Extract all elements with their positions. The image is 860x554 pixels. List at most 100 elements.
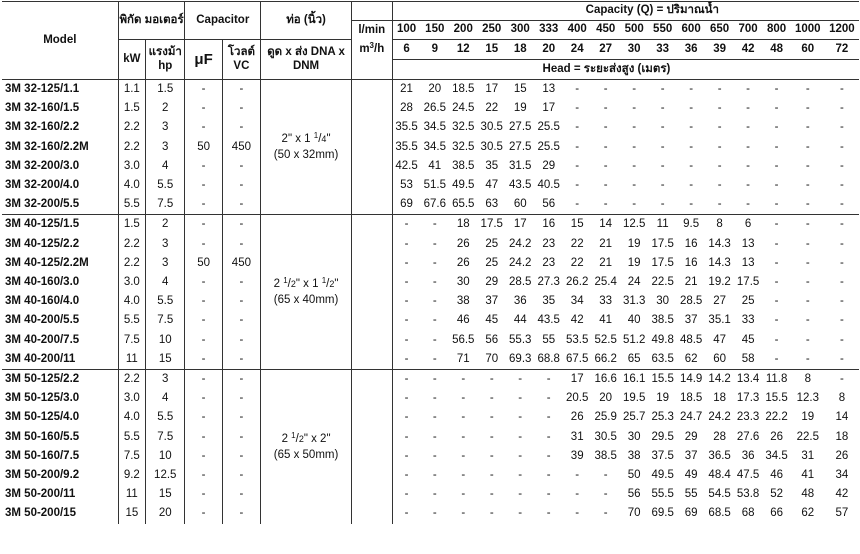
model-cell: 3M 32-125/1.1	[2, 79, 119, 100]
head-value-cell: 8	[705, 214, 734, 235]
head-value-cell: 19.2	[708, 276, 731, 289]
kw-cell: 4.0	[118, 176, 147, 196]
uf-cell: 50	[184, 137, 223, 157]
head-value-cell: -	[546, 507, 551, 520]
model-cell: 3M 40-200/11	[2, 349, 119, 370]
head-value-cell: -	[518, 411, 523, 424]
head-value-cell: -	[733, 79, 763, 100]
head-value-cell: -	[824, 369, 859, 390]
head-value-cell: -	[392, 369, 421, 390]
head-value-cell: -	[489, 392, 494, 405]
head-value-cell: 38.5	[651, 314, 674, 327]
head-value-cell: -	[603, 507, 608, 520]
head-value-cell: -	[774, 102, 779, 115]
head-value-cell: 40	[627, 314, 641, 327]
head-value-cell: 34.5	[765, 449, 788, 462]
head-value-cell: -	[660, 159, 665, 172]
head-value-cell: 54.5	[708, 488, 731, 501]
flow-lmin: 250	[477, 20, 506, 40]
head-value-cell: -	[546, 488, 551, 501]
table-row: 3M 32-160/2.2 2.2 3- -35.5 34.5 32.5 30.5 27.5 2…	[2, 118, 859, 138]
uf-cell: -	[184, 195, 223, 215]
head-value-cell: 26	[456, 256, 470, 269]
head-value-cell: -	[404, 411, 409, 424]
head-value-cell: 30.5	[480, 121, 503, 134]
head-value-cell: -	[432, 469, 437, 482]
model-cell: 3M 32-160/2.2	[2, 118, 119, 138]
model-cell: 3M 32-200/5.5	[2, 195, 119, 215]
vc-cell: -	[222, 273, 262, 293]
head-value-cell: 11	[648, 214, 677, 235]
model-cell: 3M 50-125/4.0	[2, 408, 119, 428]
head-value-cell: 35.5	[395, 121, 418, 134]
spacer-cell	[351, 349, 393, 370]
head-value-cell: 56	[627, 488, 641, 501]
vc-cell: -	[222, 485, 262, 505]
flow-m3h: 39	[705, 39, 734, 60]
head-value-cell: -	[432, 507, 437, 520]
head-value-cell: -	[790, 214, 825, 235]
head-value-cell: 6	[733, 214, 763, 235]
head-value-cell: -	[603, 102, 608, 115]
head-value-cell: -	[660, 102, 665, 115]
head-value-cell: -	[839, 295, 844, 308]
head-value-cell: 40.5	[537, 179, 560, 192]
head-value-cell: -	[774, 179, 779, 192]
head-value-cell: -	[603, 469, 608, 482]
head-value-cell: -	[404, 352, 409, 365]
head-value-cell: -	[717, 140, 722, 153]
table-row: 3M 40-125/2.2 2.2 3- - - -26 25 24.2 23 22 21 19 17.…	[2, 234, 859, 254]
model-cell: 3M 40-125/2.2M	[2, 253, 119, 274]
kw-cell: 4.0	[118, 408, 147, 428]
head-value-cell: -	[805, 102, 810, 115]
head-value-cell: 36	[513, 295, 527, 308]
head-value-cell: -	[805, 237, 810, 250]
model-cell: 3M 40-125/2.2	[2, 234, 119, 254]
head-value-cell: 34.5	[423, 121, 446, 134]
model-cell: 3M 32-200/3.0	[2, 156, 119, 177]
head-value-cell: 18.5	[449, 79, 478, 100]
head-value-cell: -	[632, 198, 637, 211]
table-row: 3M 50-160/7.5 7.5 10- - - - - - - -39 38.5 38 37.5 37…	[2, 446, 859, 467]
uf-cell: -	[184, 234, 223, 254]
head-value-cell: 17	[505, 214, 535, 235]
pipe-size-cell: 2 1/2" x 1 1/2" (65 x 40mm)	[260, 214, 353, 370]
head-value-cell: -	[824, 79, 859, 100]
head-value-cell: -	[432, 488, 437, 501]
head-value-cell: 70	[485, 352, 499, 365]
spacer-cell	[351, 99, 393, 119]
vc-cell: -	[222, 176, 262, 196]
flow-m3h: 20	[534, 39, 563, 60]
head-value-cell: 49	[684, 469, 698, 482]
head-value-cell: 55	[542, 333, 556, 346]
model-cell: 3M 50-125/2.2	[2, 369, 119, 390]
head-value-cell: -	[477, 369, 506, 390]
kw-cell: 2.2	[118, 118, 147, 138]
table-row: 3M 40-200/7.5 7.5 10- - - -56.5 56 55.3 55 53.5 52…	[2, 330, 859, 350]
head-value-cell: -	[660, 140, 665, 153]
flow-lmin: 650	[705, 20, 734, 40]
uf-cell: -	[184, 118, 223, 138]
head-value-cell: -	[575, 469, 580, 482]
model-cell: 3M 32-160/2.2M	[2, 137, 119, 157]
head-value-cell: 26	[835, 449, 849, 462]
kw-cell: 11	[118, 349, 147, 370]
head-value-cell: 44	[513, 314, 527, 327]
uf-cell: -	[184, 330, 223, 350]
spacer-cell	[351, 118, 393, 138]
head-value-cell: 15.5	[648, 369, 677, 390]
head-value-cell: 23	[542, 256, 556, 269]
head-value-cell: 26	[770, 430, 783, 443]
flow-lmin: 550	[648, 20, 677, 40]
vc-cell: -	[222, 389, 262, 409]
head-value-cell: 37	[684, 314, 698, 327]
head-value-cell: 31	[801, 449, 815, 462]
head-value-cell: 38.5	[594, 449, 617, 462]
head-value-cell: 29	[684, 430, 698, 443]
vc-cell: -	[222, 292, 262, 312]
head-value-cell: 57	[835, 507, 849, 520]
kw-cell: 7.5	[118, 330, 147, 350]
head-value-cell: 48	[801, 488, 815, 501]
head-value-cell: 16.1	[619, 369, 649, 390]
head-value-cell: -	[546, 469, 551, 482]
